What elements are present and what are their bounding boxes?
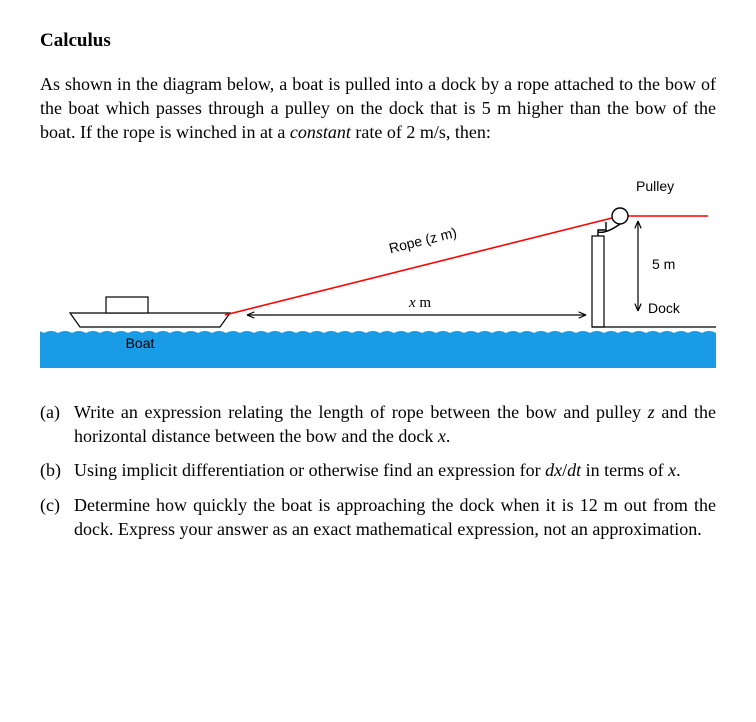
pulley-support	[598, 224, 620, 232]
label-rope: Rope (z m)	[387, 224, 458, 256]
part-c: (c) Determine how quickly the boat is ap…	[74, 493, 716, 542]
boat-dock-diagram: Pulley Rope (z m) x m 5 m Dock Boat	[40, 173, 716, 374]
dock-post	[592, 236, 604, 327]
boat-hull	[70, 313, 230, 327]
part-a-marker: (a)	[40, 400, 60, 424]
label-dock: Dock	[648, 300, 681, 316]
part-a-text: Write an expression relating the length …	[74, 402, 716, 446]
winch-handle	[598, 222, 606, 236]
page-title: Calculus	[40, 28, 716, 54]
label-xm: x m	[408, 295, 431, 311]
diagram-svg: Pulley Rope (z m) x m 5 m Dock Boat	[40, 173, 716, 368]
part-c-text: Determine how quickly the boat is approa…	[74, 495, 716, 539]
part-b: (b) Using implicit differentiation or ot…	[74, 458, 716, 482]
label-pulley: Pulley	[636, 178, 674, 194]
part-b-marker: (b)	[40, 458, 61, 482]
boat-cabin	[106, 297, 148, 313]
part-a: (a) Write an expression relating the len…	[74, 400, 716, 449]
label-boat: Boat	[126, 335, 155, 351]
part-c-marker: (c)	[40, 493, 60, 517]
part-b-text: Using implicit differentiation or otherw…	[74, 460, 681, 480]
label-fivem: 5 m	[652, 256, 675, 272]
problem-intro: As shown in the diagram below, a boat is…	[40, 72, 716, 145]
pulley-wheel	[612, 208, 628, 224]
